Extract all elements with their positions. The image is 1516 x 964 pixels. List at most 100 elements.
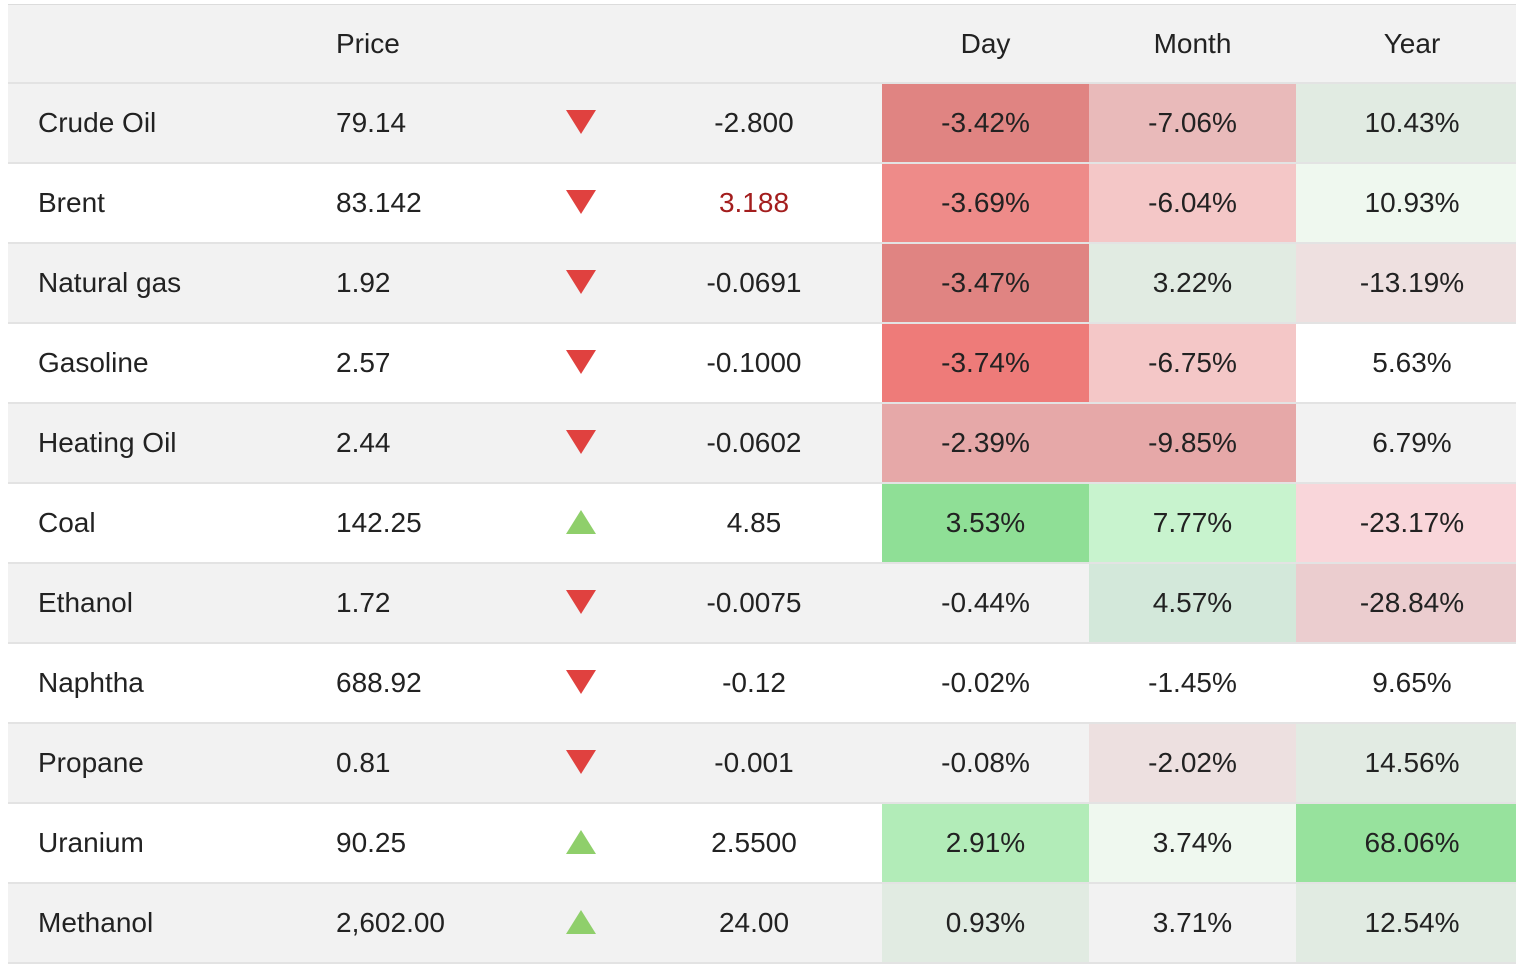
price-cell: 83.142 — [306, 163, 536, 244]
price-cell: 1.92 — [306, 243, 536, 324]
table-row[interactable]: Propane 0.81 -0.001 -0.08% -2.02% 14.56% — [8, 723, 1516, 804]
year-change-cell: 9.65% — [1296, 643, 1516, 724]
day-change-cell: 0.93% — [882, 883, 1089, 964]
month-change-cell: -6.04% — [1089, 163, 1296, 244]
header-year[interactable]: Year — [1296, 5, 1516, 84]
commodities-table-container: Price Day Month Year Crude Oil 79.14 -2.80… — [8, 4, 1516, 964]
price-cell: 0.81 — [306, 723, 536, 804]
table-row[interactable]: Coal 142.25 4.85 3.53% 7.77% -23.17% — [8, 483, 1516, 564]
table-row[interactable]: Gasoline 2.57 -0.1000 -3.74% -6.75% 5.63% — [8, 323, 1516, 404]
change-cell: -0.12 — [626, 643, 882, 724]
day-change-cell: 2.91% — [882, 803, 1089, 884]
year-change-cell: 14.56% — [1296, 723, 1516, 804]
commodities-table: Price Day Month Year Crude Oil 79.14 -2.80… — [8, 5, 1516, 964]
commodity-name-link[interactable]: Natural gas — [8, 243, 306, 324]
day-change-cell: 3.53% — [882, 483, 1089, 564]
price-cell: 2.44 — [306, 403, 536, 484]
direction-cell — [536, 483, 626, 564]
change-cell: 2.5500 — [626, 803, 882, 884]
header-month[interactable]: Month — [1089, 5, 1296, 84]
year-change-cell: -28.84% — [1296, 563, 1516, 644]
month-change-cell: -7.06% — [1089, 83, 1296, 164]
header-day[interactable]: Day — [882, 5, 1089, 84]
month-change-cell: 7.77% — [1089, 483, 1296, 564]
header-name — [8, 5, 306, 84]
direction-cell — [536, 323, 626, 404]
day-change-cell: -3.47% — [882, 243, 1089, 324]
table-row[interactable]: Naphtha 688.92 -0.12 -0.02% -1.45% 9.65% — [8, 643, 1516, 724]
table-body: Crude Oil 79.14 -2.800 -3.42% -7.06% 10.43% B… — [8, 83, 1516, 964]
change-cell: -0.001 — [626, 723, 882, 804]
triangle-down-icon — [566, 189, 596, 214]
change-cell: -0.1000 — [626, 323, 882, 404]
triangle-down-icon — [566, 589, 596, 614]
table-row[interactable]: Uranium 90.25 2.5500 2.91% 3.74% 68.06% — [8, 803, 1516, 884]
day-change-cell: -0.02% — [882, 643, 1089, 724]
triangle-down-icon — [566, 669, 596, 694]
month-change-cell: 4.57% — [1089, 563, 1296, 644]
change-cell: -0.0075 — [626, 563, 882, 644]
table-header: Price Day Month Year — [8, 5, 1516, 84]
direction-cell — [536, 803, 626, 884]
commodity-name-link[interactable]: Heating Oil — [8, 403, 306, 484]
month-change-cell: -2.02% — [1089, 723, 1296, 804]
triangle-down-icon — [566, 349, 596, 374]
header-change — [626, 5, 882, 84]
month-change-cell: -1.45% — [1089, 643, 1296, 724]
day-change-cell: -2.39% — [882, 403, 1089, 484]
table-row[interactable]: Methanol 2,602.00 24.00 0.93% 3.71% 12.54% — [8, 883, 1516, 964]
month-change-cell: 3.74% — [1089, 803, 1296, 884]
day-change-cell: -3.69% — [882, 163, 1089, 244]
year-change-cell: 68.06% — [1296, 803, 1516, 884]
triangle-up-icon — [566, 909, 596, 934]
commodity-name-link[interactable]: Brent — [8, 163, 306, 244]
change-cell: 4.85 — [626, 483, 882, 564]
direction-cell — [536, 723, 626, 804]
price-cell: 79.14 — [306, 83, 536, 164]
commodity-name-link[interactable]: Coal — [8, 483, 306, 564]
year-change-cell: -23.17% — [1296, 483, 1516, 564]
commodity-name-link[interactable]: Uranium — [8, 803, 306, 884]
triangle-up-icon — [566, 829, 596, 854]
price-cell: 2.57 — [306, 323, 536, 404]
commodity-name-link[interactable]: Crude Oil — [8, 83, 306, 164]
year-change-cell: -13.19% — [1296, 243, 1516, 324]
change-cell: -0.0691 — [626, 243, 882, 324]
direction-cell — [536, 563, 626, 644]
table-row[interactable]: Natural gas 1.92 -0.0691 -3.47% 3.22% -13.19% — [8, 243, 1516, 324]
year-change-cell: 5.63% — [1296, 323, 1516, 404]
price-cell: 142.25 — [306, 483, 536, 564]
month-change-cell: 3.71% — [1089, 883, 1296, 964]
change-cell: 24.00 — [626, 883, 882, 964]
commodity-name-link[interactable]: Methanol — [8, 883, 306, 964]
change-cell: -2.800 — [626, 83, 882, 164]
triangle-down-icon — [566, 269, 596, 294]
table-row[interactable]: Crude Oil 79.14 -2.800 -3.42% -7.06% 10.43% — [8, 83, 1516, 164]
direction-cell — [536, 163, 626, 244]
table-row[interactable]: Brent 83.142 3.188 -3.69% -6.04% 10.93% — [8, 163, 1516, 244]
day-change-cell: -3.42% — [882, 83, 1089, 164]
year-change-cell: 10.43% — [1296, 83, 1516, 164]
change-cell: 3.188 — [626, 163, 882, 244]
price-cell: 688.92 — [306, 643, 536, 724]
direction-cell — [536, 403, 626, 484]
change-cell: -0.0602 — [626, 403, 882, 484]
commodity-name-link[interactable]: Gasoline — [8, 323, 306, 404]
year-change-cell: 12.54% — [1296, 883, 1516, 964]
direction-cell — [536, 83, 626, 164]
header-price[interactable]: Price — [306, 5, 536, 84]
year-change-cell: 6.79% — [1296, 403, 1516, 484]
year-change-cell: 10.93% — [1296, 163, 1516, 244]
triangle-down-icon — [566, 749, 596, 774]
day-change-cell: -3.74% — [882, 323, 1089, 404]
table-row[interactable]: Ethanol 1.72 -0.0075 -0.44% 4.57% -28.84% — [8, 563, 1516, 644]
month-change-cell: -6.75% — [1089, 323, 1296, 404]
commodity-name-link[interactable]: Ethanol — [8, 563, 306, 644]
table-row[interactable]: Heating Oil 2.44 -0.0602 -2.39% -9.85% 6.79% — [8, 403, 1516, 484]
commodity-name-link[interactable]: Naphtha — [8, 643, 306, 724]
direction-cell — [536, 243, 626, 324]
triangle-down-icon — [566, 429, 596, 454]
commodity-name-link[interactable]: Propane — [8, 723, 306, 804]
direction-cell — [536, 643, 626, 724]
price-cell: 90.25 — [306, 803, 536, 884]
